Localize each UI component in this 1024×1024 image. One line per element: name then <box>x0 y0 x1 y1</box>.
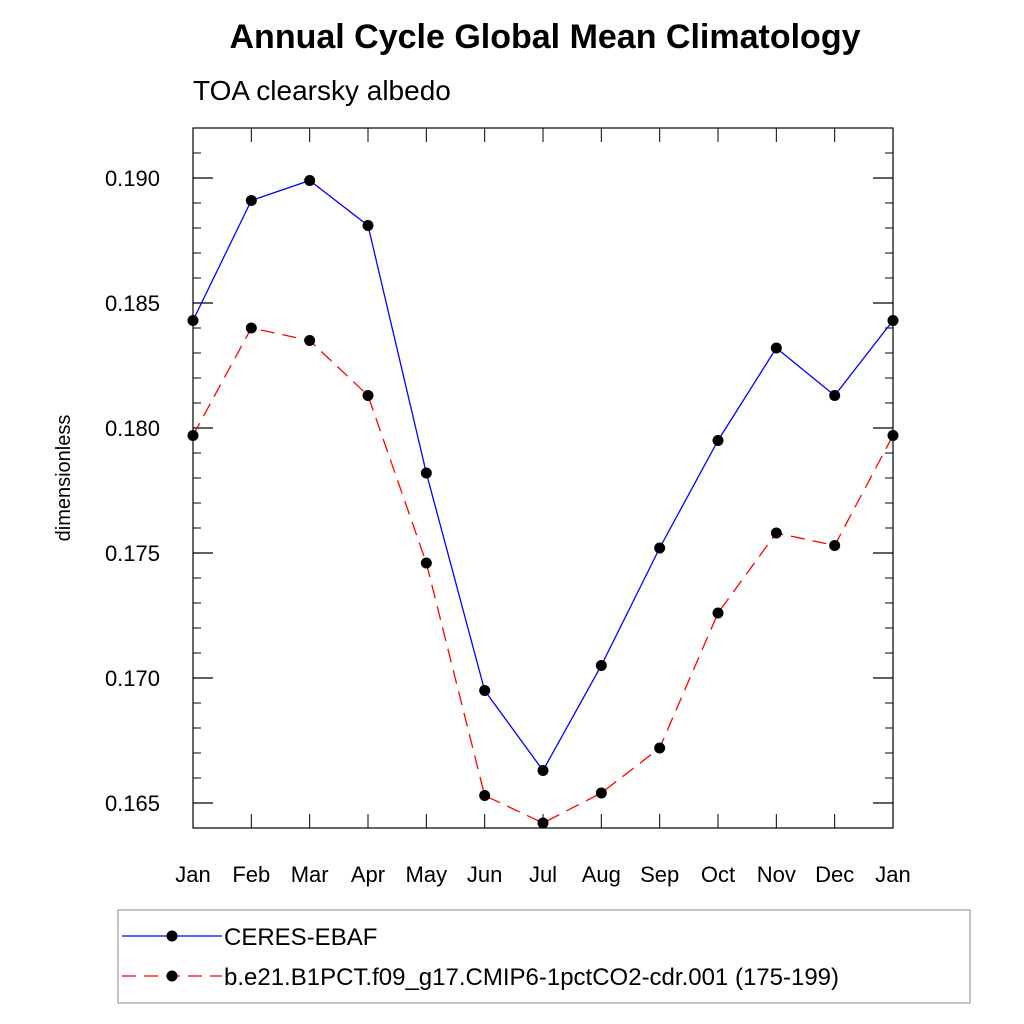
y-tick-label: 0.165 <box>105 791 160 816</box>
data-point <box>420 467 432 479</box>
data-point <box>479 685 491 696</box>
x-tick-label: Apr <box>351 862 385 887</box>
y-tick-label: 0.170 <box>105 666 160 691</box>
data-point <box>420 557 432 569</box>
data-point <box>537 817 549 829</box>
y-axis-label: dimensionless <box>53 415 75 542</box>
data-point <box>537 765 549 776</box>
x-tick-label: Dec <box>815 862 854 887</box>
data-point <box>595 787 607 799</box>
x-tick-label: Sep <box>640 862 679 887</box>
y-tick-label: 0.175 <box>105 541 160 566</box>
y-tick-label: 0.180 <box>105 416 160 441</box>
data-point <box>887 315 899 326</box>
x-tick-label: Jul <box>529 862 557 887</box>
data-point <box>479 790 491 801</box>
y-tick-label: 0.185 <box>105 291 160 316</box>
data-point <box>595 660 607 671</box>
plot-area: Jan Feb Mar Apr May Jun Jul Aug Sep Oct Nov Dec Jan 0… <box>105 127 911 887</box>
data-point <box>829 390 841 401</box>
x-tick-label: Jun <box>467 862 502 887</box>
data-point <box>362 390 374 401</box>
y-tick-label: 0.190 <box>105 166 160 191</box>
data-point <box>245 195 257 206</box>
legend: CERES-EBAF b.e21.B1PCT.f09_g17.CMIP6-1pct… <box>117 909 971 1004</box>
data-point <box>770 527 782 539</box>
data-point <box>304 335 316 346</box>
data-point <box>770 342 782 354</box>
x-tick-label: Mar <box>291 862 329 887</box>
data-point <box>654 742 666 754</box>
data-point <box>245 322 257 334</box>
data-point <box>362 220 374 231</box>
data-point <box>187 430 199 441</box>
data-point <box>712 607 724 619</box>
data-point <box>887 430 899 441</box>
x-tick-label: Oct <box>701 862 735 887</box>
chart-title: Annual Cycle Global Mean Climatology <box>230 18 861 56</box>
x-tick-label: May <box>406 862 448 887</box>
data-point <box>712 435 724 446</box>
series-line-1 <box>192 179 894 772</box>
legend-label-2: b.e21.B1PCT.f09_g17.CMIP6-1pctCO2-cdr.00… <box>224 964 839 991</box>
data-point <box>829 540 841 551</box>
legend-marker-1 <box>166 930 178 942</box>
x-tick-label: Feb <box>232 862 270 887</box>
data-point <box>304 175 316 186</box>
x-tick-label: Jan <box>875 862 910 887</box>
legend-entries: CERES-EBAF b.e21.B1PCT.f09_g17.CMIP6-1pct… <box>122 924 839 991</box>
data-point <box>187 315 199 326</box>
chart-subtitle: TOA clearsky albedo <box>193 75 451 106</box>
legend-label-1: CERES-EBAF <box>224 924 377 951</box>
plot-frame <box>192 127 894 829</box>
x-tick-label: Nov <box>757 862 796 887</box>
data-point <box>654 542 666 554</box>
x-tick-label: Jan <box>175 862 210 887</box>
x-tick-label: Aug <box>582 862 621 887</box>
legend-marker-2 <box>166 970 178 982</box>
series-line-2 <box>192 327 894 824</box>
legend-box <box>117 909 971 1004</box>
